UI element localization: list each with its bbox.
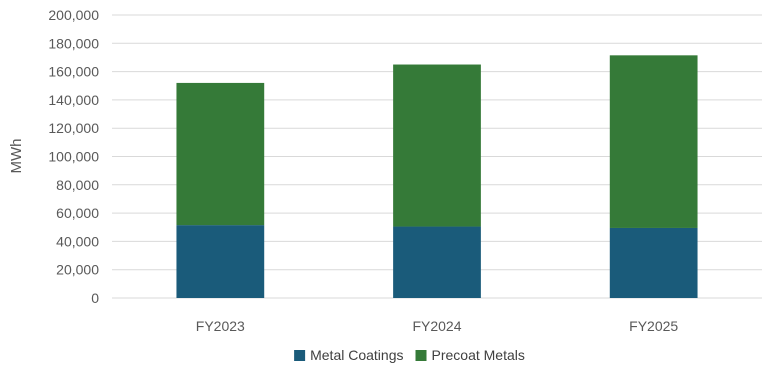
y-tick-label: 200,000 [48,7,99,23]
legend-item-metal-coatings: Metal Coatings [294,347,404,363]
bar-precoat-metals-fy2024 [393,64,481,227]
bar-metal-coatings-fy2025 [609,227,698,298]
bars [176,55,698,298]
y-tick-label: 180,000 [48,35,99,51]
x-tick-label: FY2024 [412,318,461,334]
y-tick-label: 20,000 [56,262,99,278]
y-tick-label: 0 [91,290,99,306]
y-axis-ticks: 0 20,000 40,000 60,000 80,000 100,000 120,000 1… [48,7,99,306]
y-tick-label: 120,000 [48,120,99,136]
legend-swatch [415,350,427,361]
legend-label: Precoat Metals [432,347,525,363]
y-tick-label: 160,000 [48,64,99,80]
y-tick-label: 80,000 [56,177,99,193]
y-tick-label: 140,000 [48,92,99,108]
x-tick-label: FY2023 [196,318,245,334]
bar-precoat-metals-fy2023 [176,82,265,226]
x-axis-ticks: FY2023 FY2024 FY2025 [196,318,679,334]
legend-label: Metal Coatings [310,347,403,363]
legend-item-precoat-metals: Precoat Metals [415,347,525,363]
y-tick-label: 100,000 [48,149,99,165]
bar-metal-coatings-fy2023 [176,225,265,298]
x-tick-label: FY2025 [629,318,678,334]
y-tick-label: 40,000 [56,233,99,249]
bar-precoat-metals-fy2025 [609,55,698,228]
legend-swatch [294,350,306,361]
y-axis-title: MWh [8,139,25,174]
y-tick-label: 60,000 [56,205,99,221]
legend: Metal Coatings Precoat Metals [294,347,525,363]
bar-metal-coatings-fy2024 [393,226,481,298]
